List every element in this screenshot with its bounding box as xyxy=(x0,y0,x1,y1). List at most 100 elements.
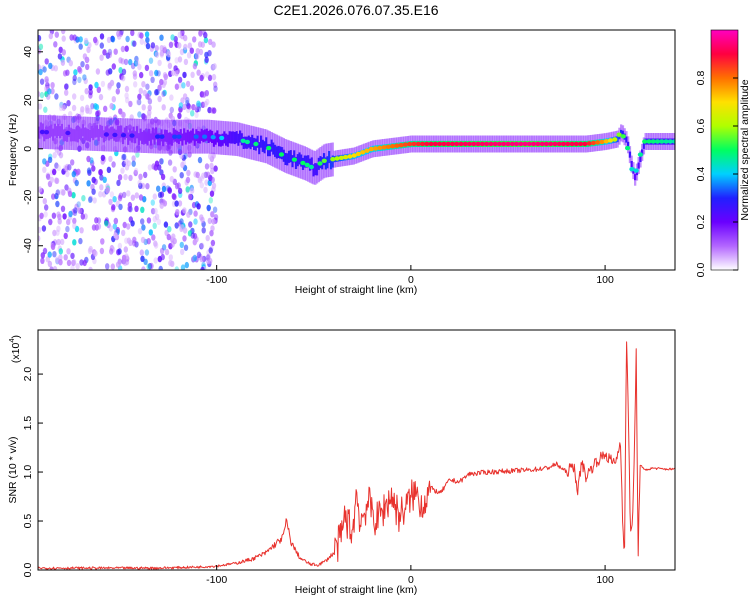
ridge-band xyxy=(93,125,97,138)
noise-speck xyxy=(79,94,85,102)
noise-speck xyxy=(164,248,170,256)
noise-speck xyxy=(190,71,195,79)
noise-speck xyxy=(88,84,93,91)
noise-speck xyxy=(83,77,88,85)
ridge-band xyxy=(55,126,58,139)
ridge-core xyxy=(176,134,182,139)
noise-speck xyxy=(136,98,141,106)
x-tick-label: 100 xyxy=(596,274,614,286)
noise-speck xyxy=(123,259,128,267)
noise-speck xyxy=(199,255,204,263)
noise-speck xyxy=(203,31,208,39)
noise-speck xyxy=(159,78,164,86)
noise-speck xyxy=(38,64,41,71)
noise-speck xyxy=(179,48,185,56)
ridge-band xyxy=(251,134,254,147)
noise-speck xyxy=(61,104,66,111)
noise-speck xyxy=(86,155,91,163)
noise-speck xyxy=(168,254,173,261)
noise-speck xyxy=(152,193,157,200)
noise-speck xyxy=(63,232,68,240)
noise-speck xyxy=(168,41,174,48)
noise-speck xyxy=(150,208,156,215)
ridge-core xyxy=(334,156,340,161)
noise-speck xyxy=(67,164,72,171)
noise-speck xyxy=(74,203,79,210)
noise-speck xyxy=(132,70,137,77)
ridge-band xyxy=(121,132,125,145)
noise-speck xyxy=(39,91,45,99)
ridge-core xyxy=(202,134,208,139)
y-tick-label: 1.0 xyxy=(22,465,34,480)
noise-speck xyxy=(208,197,213,204)
noise-speck xyxy=(48,62,53,70)
noise-speck xyxy=(38,186,43,193)
noise-speck xyxy=(121,229,126,237)
noise-speck xyxy=(71,104,77,112)
ridge-band xyxy=(102,130,105,143)
noise-speck xyxy=(137,228,143,235)
noise-speck xyxy=(47,260,53,268)
ridge-band xyxy=(107,128,111,141)
noise-speck xyxy=(38,68,43,76)
noise-speck xyxy=(56,238,61,246)
noise-speck xyxy=(169,175,174,183)
ridge-band xyxy=(73,129,76,142)
ridge-band xyxy=(331,155,334,168)
noise-speck xyxy=(118,57,123,64)
ridge-band xyxy=(135,126,139,139)
ridge-core xyxy=(629,167,635,172)
noise-speck xyxy=(38,35,42,42)
ridge-core xyxy=(368,146,374,152)
ridge-band xyxy=(100,125,104,138)
ridge-band xyxy=(225,133,228,146)
ridge-band xyxy=(81,124,84,137)
noise-speck xyxy=(68,60,74,67)
noise-speck xyxy=(139,71,144,79)
noise-speck xyxy=(145,183,150,190)
noise-speck xyxy=(196,203,201,210)
ridge-band xyxy=(153,132,156,145)
ridge-band xyxy=(142,130,146,143)
noise-speck xyxy=(189,85,195,92)
noise-speck xyxy=(136,98,142,106)
noise-speck xyxy=(62,213,67,220)
ridge-band xyxy=(165,129,168,142)
noise-speck xyxy=(44,76,49,83)
noise-speck xyxy=(54,192,59,200)
noise-speck xyxy=(196,105,201,113)
noise-speck xyxy=(183,152,188,160)
noise-speck xyxy=(92,197,97,204)
noise-speck xyxy=(77,76,82,84)
noise-speck xyxy=(109,191,115,198)
noise-speck xyxy=(105,52,111,59)
noise-speck xyxy=(112,196,117,203)
noise-speck xyxy=(128,100,133,108)
ridge-band xyxy=(233,132,237,145)
ridge-core xyxy=(159,134,165,139)
ridge-band xyxy=(86,128,90,141)
noise-speck xyxy=(108,225,114,232)
noise-speck xyxy=(203,100,208,108)
ridge-band xyxy=(163,129,167,142)
noise-speck xyxy=(87,108,93,115)
noise-speck xyxy=(180,248,185,256)
ridge-core xyxy=(556,141,562,147)
noise-speck xyxy=(63,254,68,261)
ridge-band xyxy=(83,127,86,140)
noise-speck xyxy=(52,266,58,270)
ridge-core xyxy=(663,139,669,144)
ridge-band xyxy=(99,124,102,137)
noise-speck xyxy=(120,58,125,65)
noise-speck xyxy=(117,174,123,181)
ridge-band xyxy=(186,129,189,142)
ridge-band xyxy=(261,139,264,152)
colorbar-tick-label: 0.2 xyxy=(695,215,707,230)
noise-speck xyxy=(79,259,84,266)
noise-speck xyxy=(125,35,130,43)
noise-speck xyxy=(156,185,161,192)
noise-speck xyxy=(138,182,143,189)
noise-speck xyxy=(48,32,53,40)
noise-speck xyxy=(44,204,49,211)
noise-speck xyxy=(123,58,129,66)
